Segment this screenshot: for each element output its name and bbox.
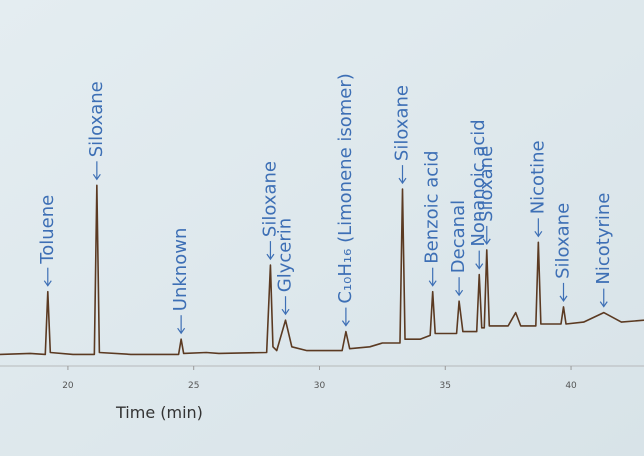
annotation-label: Siloxane: [86, 81, 107, 157]
annotation: Glycerin: [275, 218, 296, 316]
annotation-label: Nicotyrine: [593, 193, 614, 285]
arrow-head: [398, 177, 407, 185]
annotation: Siloxane: [392, 85, 413, 185]
annotation: Siloxane: [553, 203, 574, 302]
x-axis-label: Time (min): [115, 403, 203, 422]
arrow-head: [455, 289, 464, 297]
annotation-label: Decanal: [448, 200, 469, 273]
arrow-head: [482, 238, 491, 245]
trace: [0, 184, 644, 356]
arrow-head: [428, 280, 437, 287]
annotation-label: Nonanoic acid: [468, 119, 489, 246]
arrow-head: [281, 308, 290, 316]
annotation-label: Siloxane: [392, 85, 413, 161]
x-tick-label: 40: [565, 381, 577, 391]
annotation: Nicotyrine: [593, 193, 614, 308]
annotation-label: Nicotine: [527, 140, 548, 214]
annotation: Nicotine: [527, 140, 548, 238]
arrow-head: [43, 280, 52, 287]
annotation-label: Siloxane: [476, 146, 497, 222]
arrow-head: [266, 253, 275, 261]
annotation-label: Glycerin: [275, 218, 296, 292]
annotation-label: Benzoic acid: [422, 150, 443, 263]
arrow-head: [534, 230, 543, 238]
arrow-head: [341, 320, 350, 327]
annotation-label: Unknown: [170, 228, 191, 312]
annotation: Benzoic acid: [422, 150, 443, 287]
annotation: Decanal: [448, 200, 469, 297]
arrow-head: [559, 295, 568, 302]
arrow-head: [599, 301, 608, 308]
x-tick-label: 35: [440, 381, 451, 391]
x-tick-label: 20: [62, 381, 74, 391]
annotation: Unknown: [170, 228, 191, 335]
annotation-label: Toluene: [37, 195, 58, 265]
annotation: Siloxane: [476, 146, 497, 245]
arrow-head: [475, 263, 484, 270]
annotation: Siloxane: [259, 161, 280, 261]
arrow-head: [92, 173, 101, 181]
annotation-label: Siloxane: [259, 161, 280, 237]
annotation-label: Siloxane: [553, 203, 574, 279]
annotation: Nonanoic acid: [468, 119, 489, 270]
x-tick-label: 30: [314, 381, 326, 391]
arrow-head: [177, 327, 186, 335]
annotation-label: C₁₀H₁₆ (Limonene isomer): [335, 73, 356, 303]
annotation: Toluene: [37, 195, 58, 287]
x-tick-label: 25: [188, 381, 199, 391]
annotation: C₁₀H₁₆ (Limonene isomer): [335, 73, 356, 327]
annotation: Siloxane: [86, 81, 107, 181]
